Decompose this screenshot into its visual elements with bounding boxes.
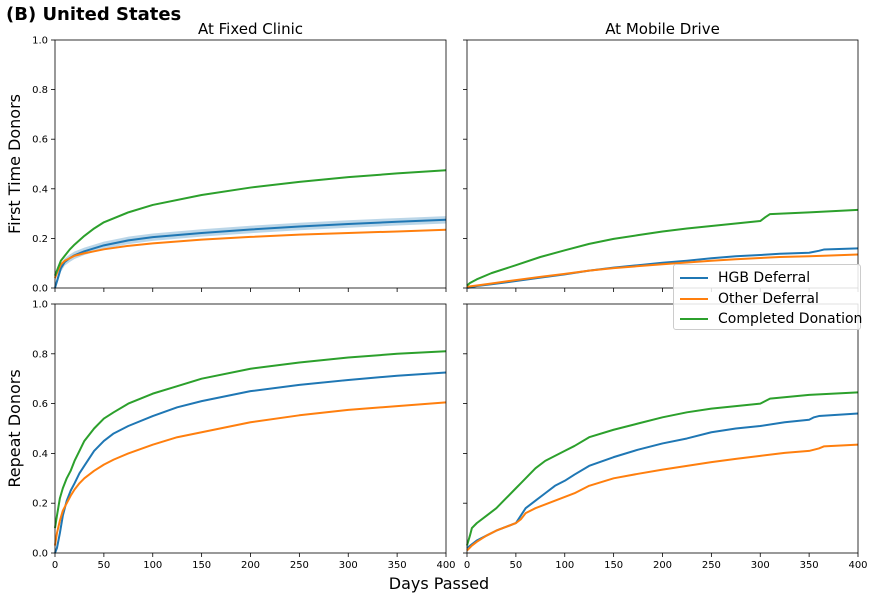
legend-swatch-hgb-deferral [680, 277, 708, 280]
x-tick-label: 250 [702, 560, 721, 571]
y-tick-label: 0.4 [32, 449, 48, 460]
y-axis-label: First Time Donors [5, 94, 24, 234]
legend: HGB Deferral Other Deferral Completed Do… [673, 264, 862, 330]
x-tick-label: 150 [604, 560, 623, 571]
y-tick-label: 0.0 [32, 549, 48, 560]
subplot-title: At Fixed Clinic [198, 20, 303, 38]
series-line-completed-donation [466, 391, 859, 546]
y-tick-label: 0.2 [32, 234, 48, 245]
axes-frame [54, 39, 447, 289]
series-band-hgb-deferral [55, 216, 446, 288]
x-tick-label: 50 [510, 560, 523, 571]
axes-frame [466, 39, 859, 289]
panel-1: 0.0 0.2 0.4 0.6 0.8 1.0 At Fixed Clinic First T… [5, 20, 447, 295]
series-line-hgb-deferral [466, 412, 859, 549]
x-tick-label: 350 [800, 560, 819, 571]
series-line-completed-donation [54, 350, 447, 529]
x-tick-label: 200 [241, 560, 260, 571]
x-tick-label: 100 [143, 560, 162, 571]
x-tick-label: 200 [653, 560, 672, 571]
y-tick-label: 0.6 [32, 399, 48, 410]
series-line-completed-donation [466, 208, 859, 287]
subplot-title: At Mobile Drive [605, 20, 720, 38]
x-tick-label: 300 [339, 560, 358, 571]
x-tick-label: 250 [290, 560, 309, 571]
series-line-other-deferral [54, 401, 447, 546]
axes-frame [466, 303, 859, 554]
legend-label-hgb-deferral: HGB Deferral [718, 270, 811, 287]
x-axis-label: Days Passed [389, 574, 489, 593]
y-tick-label: 0.8 [32, 349, 48, 360]
x-tick-label: 50 [98, 560, 111, 571]
legend-swatch-completed-donation [680, 318, 708, 321]
legend-label-other-deferral: Other Deferral [718, 290, 819, 307]
series-line-other-deferral [466, 253, 859, 288]
x-tick-label: 350 [388, 560, 407, 571]
series-line-other-deferral [54, 228, 447, 279]
x-tick-label: 0 [52, 560, 58, 571]
x-tick-label: 0 [464, 560, 470, 571]
series-line-hgb-deferral [54, 218, 447, 289]
legend-item-other-deferral: Other Deferral [680, 289, 854, 310]
panel-3: 0 50 100 150 200 250 300 350 400 0.0 0.2 0.4 0.6 0.8 1… [5, 300, 456, 572]
series-line-other-deferral [466, 443, 859, 552]
legend-swatch-other-deferral [680, 297, 708, 300]
panel-4: 0 50 100 150 200 250 300 350 400 [463, 303, 868, 571]
figure-title: (B) United States [6, 4, 182, 25]
x-tick-label: 100 [555, 560, 574, 571]
y-tick-label: 0.8 [32, 85, 48, 96]
legend-item-completed-donation: Completed Donation [680, 309, 862, 330]
x-tick-label: 150 [192, 560, 211, 571]
y-axis-label: Repeat Donors [5, 369, 24, 487]
y-tick-label: 0.2 [32, 499, 48, 510]
series-line-completed-donation [54, 169, 447, 276]
y-tick-label: 1.0 [32, 36, 48, 47]
legend-item-hgb-deferral: HGB Deferral [680, 268, 854, 289]
y-tick-label: 0.0 [32, 284, 48, 295]
x-tick-label: 300 [751, 560, 770, 571]
x-tick-label: 400 [848, 560, 867, 571]
y-tick-label: 0.6 [32, 135, 48, 146]
x-tick-label: 400 [436, 560, 455, 571]
series-line-hgb-deferral [54, 371, 447, 554]
y-tick-label: 1.0 [32, 300, 48, 311]
y-tick-label: 0.4 [32, 184, 48, 195]
panel-2: At Mobile Drive [463, 20, 859, 292]
axes-frame [54, 303, 447, 554]
legend-label-completed-donation: Completed Donation [718, 311, 863, 328]
